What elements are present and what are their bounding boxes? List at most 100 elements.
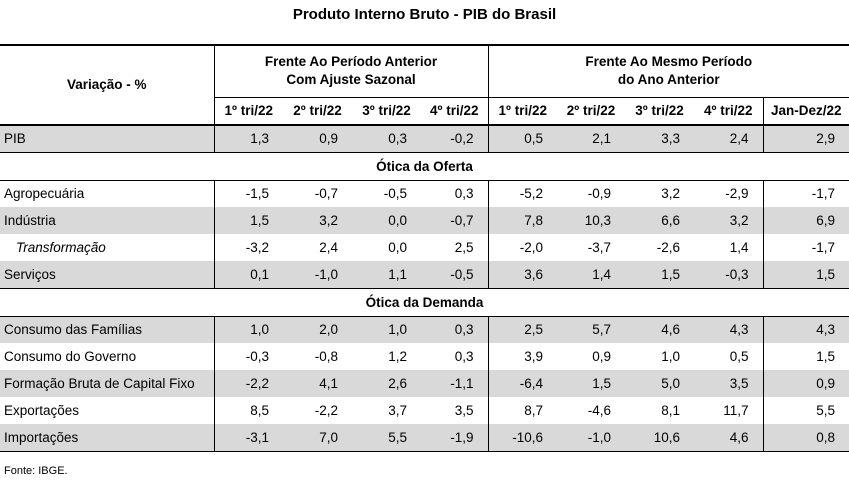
col-header: 3º tri/22 — [352, 97, 421, 126]
section-title-oferta: Ótica da Oferta — [0, 151, 849, 181]
column-header-row: 1º tri/22 2º tri/22 3º tri/22 4º tri/22 … — [0, 97, 849, 126]
value-cell: -2,6 — [656, 240, 681, 255]
value-cell: 6,6 — [625, 207, 695, 234]
value-cell: 0,0 — [388, 240, 407, 255]
row-label: Indústria — [0, 207, 215, 234]
table-row: Importações -3,1 7,0 5,5 -1,9 -10,6 -1,0 10,6 4,… — [0, 424, 849, 452]
col-header: 3º tri/22 — [625, 97, 695, 126]
value-cell: 3,7 — [388, 403, 407, 418]
value-cell: 11,7 — [723, 403, 749, 418]
value-cell: 1,5 — [625, 261, 695, 288]
value-cell: 1,5 — [213, 207, 283, 234]
table-row: Consumo das Famílias 1,0 2,0 1,0 0,3 2,5 5,7 4,… — [0, 316, 849, 343]
row-label: Importações — [0, 424, 215, 452]
value-cell: 2,5 — [454, 240, 474, 255]
row-label: Formação Bruta de Capital Fixo — [0, 370, 215, 397]
value-cell: 0,1 — [213, 261, 283, 288]
value-cell: -1,0 — [283, 261, 352, 288]
group2-line2: do Ano Anterior — [617, 72, 720, 88]
value-cell: 4,3 — [762, 316, 849, 343]
col-header: 2º tri/22 — [283, 97, 352, 126]
value-cell: 5,7 — [557, 316, 626, 343]
value-cell: 3,5 — [694, 370, 764, 397]
value-cell: 1,1 — [352, 261, 421, 288]
value-cell: -0,5 — [383, 186, 407, 202]
value-cell: -0,9 — [587, 186, 612, 202]
value-cell: 3,6 — [487, 261, 558, 288]
value-cell: 0,8 — [762, 424, 849, 452]
value-cell: 0,5 — [729, 349, 749, 364]
value-cell: -0,5 — [421, 261, 489, 288]
section-row: Ótica da Oferta — [0, 151, 849, 181]
value-cell: 2,5 — [487, 316, 558, 343]
value-cell: -2,9 — [725, 186, 749, 202]
row-label: Consumo do Governo — [0, 343, 215, 370]
value-cell: 1,5 — [762, 261, 849, 288]
table-title: Produto Interno Bruto - PIB do Brasil — [292, 6, 557, 23]
col-header: 1º tri/22 — [487, 97, 558, 126]
value-cell: -5,2 — [487, 180, 558, 207]
value-cell: 8,7 — [487, 397, 558, 424]
table-row: Serviços 0,1 -1,0 1,1 -0,5 3,6 1,4 1,5 -0,3 1,5 — [0, 261, 849, 288]
value-cell: 3,9 — [487, 343, 558, 370]
value-cell: -0,8 — [314, 349, 338, 364]
value-cell: 10,6 — [625, 424, 695, 452]
value-cell: 2,9 — [762, 125, 849, 152]
value-cell: -1,5 — [213, 180, 283, 207]
value-cell: 0,3 — [454, 349, 474, 364]
table-row: Exportações 8,5 -2,2 3,7 3,5 8,7 -4,6 8,1 11,7 5,… — [0, 397, 849, 424]
value-cell: 0,5 — [487, 125, 558, 152]
value-cell: 1,0 — [352, 316, 421, 343]
value-cell: 2,4 — [694, 125, 764, 152]
value-cell: -3,7 — [587, 240, 612, 255]
value-cell: 8,5 — [213, 397, 283, 424]
value-cell: 4,6 — [625, 316, 695, 343]
value-cell: -3,1 — [213, 424, 283, 452]
value-cell: -2,2 — [314, 403, 338, 418]
value-cell: -4,6 — [587, 403, 612, 418]
value-cell: -10,6 — [487, 424, 558, 452]
value-cell: 7,8 — [487, 207, 558, 234]
value-cell: 1,0 — [661, 349, 681, 364]
col-header: Jan-Dez/22 — [762, 97, 849, 126]
value-cell: -0,7 — [421, 207, 489, 234]
group2-line1: Frente Ao Mesmo Período — [585, 54, 753, 70]
value-cell: 2,1 — [557, 125, 626, 152]
row-label: Consumo das Famílias — [0, 316, 215, 343]
group-header-yoy: Frente Ao Mesmo Período do Ano Anterior — [487, 44, 849, 98]
table-row: Formação Bruta de Capital Fixo -2,2 4,1 2,6… — [0, 370, 849, 397]
row-label: Serviços — [0, 261, 215, 288]
value-cell: 2,4 — [319, 240, 338, 255]
col-header: 1º tri/22 — [213, 97, 283, 126]
value-cell: 0,3 — [352, 125, 421, 152]
table-row: Indústria 1,5 3,2 0,0 -0,7 7,8 10,3 6,6 3,2 6,9 — [0, 207, 849, 234]
value-cell: 2,6 — [352, 370, 421, 397]
value-cell: -6,4 — [487, 370, 558, 397]
value-cell: 7,0 — [283, 424, 352, 452]
table-row: Agropecuária -1,5 -0,7 -0,5 0,3 -5,2 -0,9 3,2 -2… — [0, 180, 849, 207]
value-cell: 1,3 — [213, 125, 283, 152]
group1-line1: Frente Ao Período Anterior — [264, 54, 438, 70]
value-cell: -1,7 — [762, 180, 849, 207]
value-cell: 4,1 — [283, 370, 352, 397]
section-title-demanda: Ótica da Demanda — [0, 287, 849, 317]
value-cell: -0,3 — [213, 343, 283, 370]
value-cell: -0,3 — [694, 261, 764, 288]
value-cell: 0,9 — [762, 370, 849, 397]
table-row: Transformação -3,2 2,4 0,0 2,5 -2,0 -3,7 -2,6 1,… — [0, 234, 849, 261]
value-cell: 2,0 — [283, 316, 352, 343]
row-label: Transformação — [0, 234, 215, 261]
value-cell: -2,2 — [213, 370, 283, 397]
value-cell: 1,2 — [388, 349, 407, 364]
value-cell: 3,2 — [283, 207, 352, 234]
value-cell: -1,1 — [421, 370, 489, 397]
value-cell: 0,9 — [283, 125, 352, 152]
section-row: Ótica da Demanda — [0, 287, 849, 317]
value-cell: 5,5 — [352, 424, 421, 452]
variation-label: Variação - % — [0, 44, 214, 126]
col-header: 2º tri/22 — [557, 97, 626, 126]
value-cell: 3,2 — [661, 186, 681, 202]
value-cell: 1,4 — [557, 261, 626, 288]
group-header-qoq: Frente Ao Período Anterior Com Ajuste Sa… — [213, 44, 489, 98]
gdp-table: Variação - % Frente Ao Período Anterior … — [0, 44, 849, 452]
